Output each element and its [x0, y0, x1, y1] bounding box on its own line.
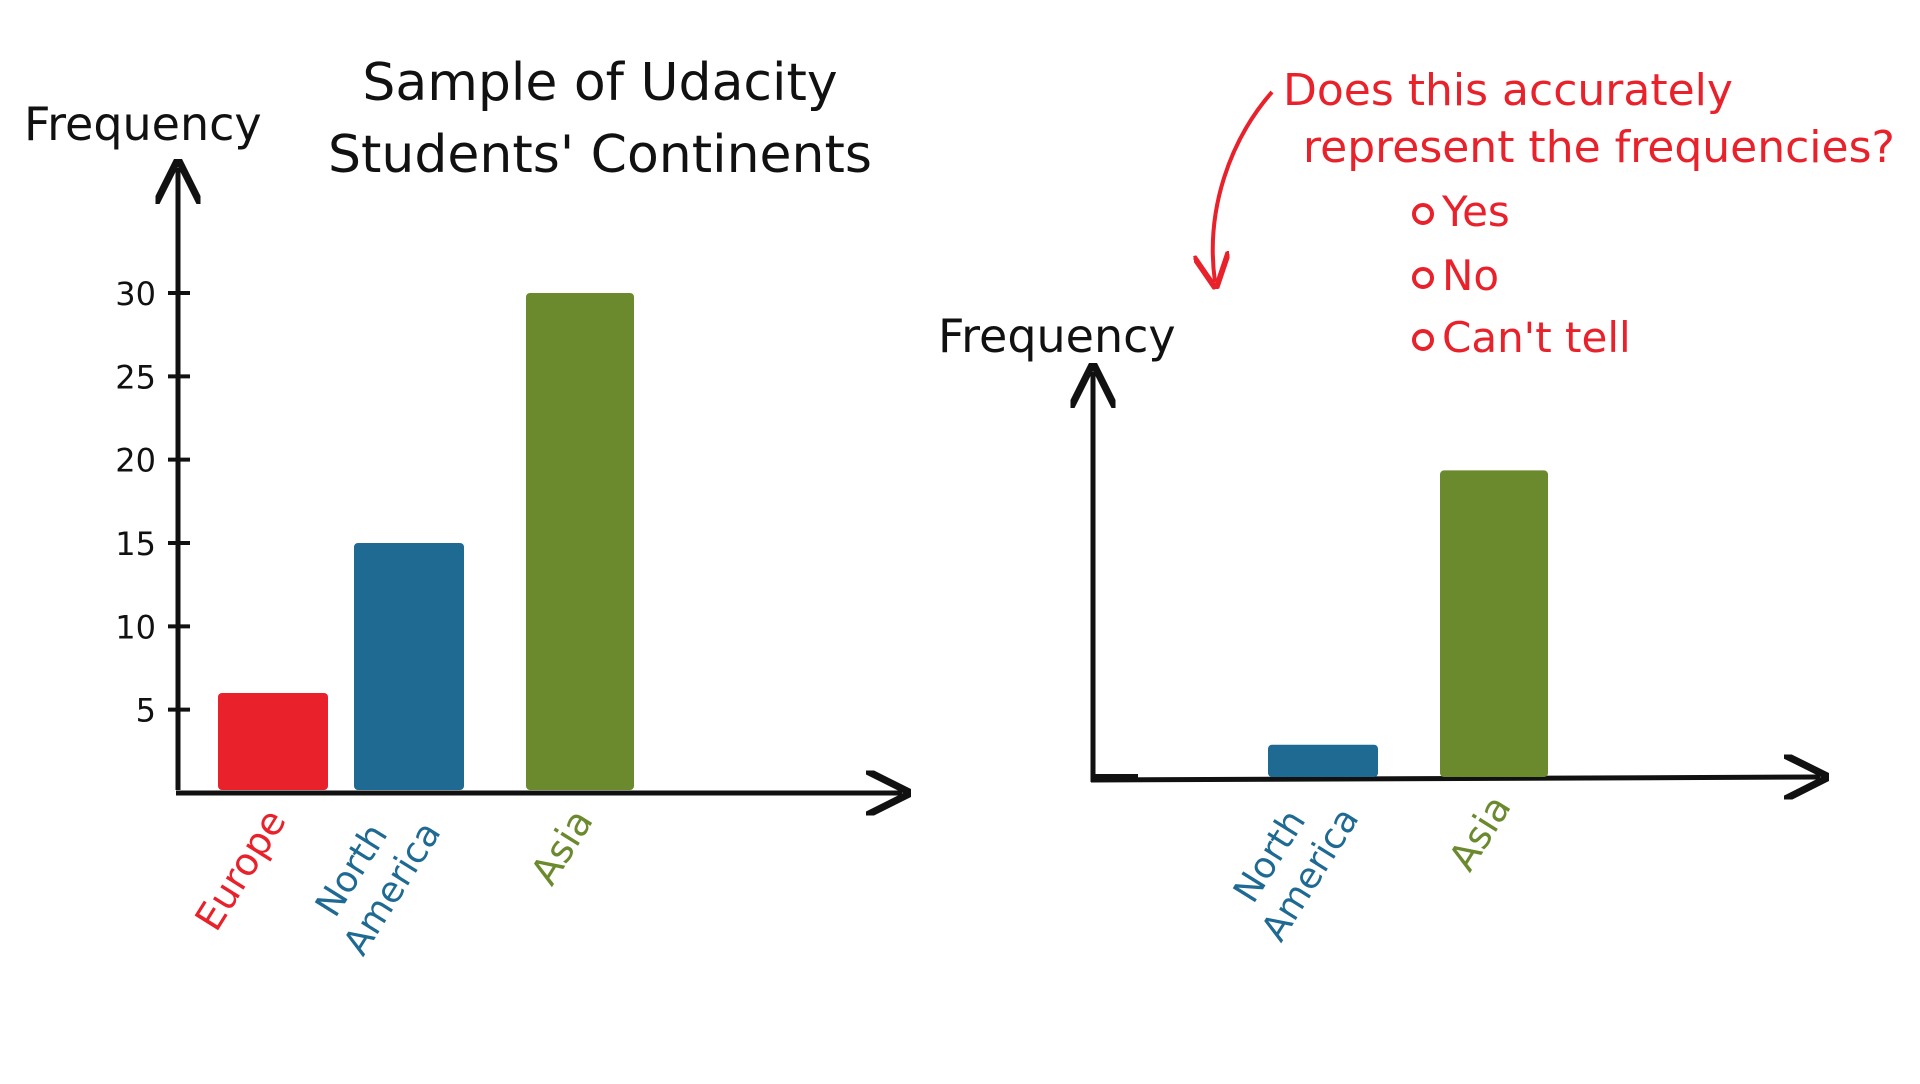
chart-left-y-tick-label: 30 [115, 275, 156, 313]
chart-left-y-tick-label: 5 [136, 692, 156, 730]
option-label: Can't tell [1442, 313, 1631, 362]
chart-left-bar-europe [218, 693, 328, 790]
chart-right-bar-north-america [1268, 744, 1378, 777]
chart-left-bar-north-america [354, 543, 464, 790]
chart-left-y-tick-label: 15 [115, 525, 156, 563]
chart-left-title-line-2: Students' Continents [328, 125, 872, 185]
chart-left-y-tick-label: 25 [115, 358, 156, 396]
chart-left-y-tick-label: 20 [115, 442, 156, 480]
question-text-line-2: represent the frequencies? [1303, 122, 1895, 173]
option-radio-icon [1412, 203, 1434, 225]
chart-right-y-axis-label: Frequency [938, 309, 1176, 363]
chart-left-x-label-group: Asia [522, 801, 602, 892]
chart-left-title-line-1: Sample of Udacity [362, 53, 837, 113]
chart-left-bars [218, 293, 634, 790]
chart-left-bar-asia [526, 293, 634, 790]
chart-right-bar-asia [1440, 470, 1548, 777]
chart-left-x-label: Asia [522, 801, 602, 892]
chart-left-x-label-group: Europe [186, 801, 294, 938]
chart-left-x-label: Europe [186, 801, 294, 938]
option-label: No [1442, 251, 1499, 300]
chart-right-x-label-group: Asia [1440, 787, 1520, 878]
question-text-line-1: Does this accurately [1283, 65, 1733, 116]
question-options: Yes No Can't tell [1412, 187, 1631, 362]
chart-right-bars [1268, 470, 1548, 777]
chart-left-y-tick-label: 10 [115, 608, 156, 646]
chart-left: Sample of Udacity Students' Continents F… [24, 53, 902, 962]
option-label: Yes [1441, 187, 1510, 236]
chart-left-y-axis-label: Frequency [24, 97, 262, 151]
question-arrow [1213, 90, 1274, 282]
option-radio-icon [1412, 329, 1434, 351]
chart-right-x-axis [1090, 777, 1820, 780]
question-annotation: Does this accurately represent the frequ… [1213, 65, 1895, 362]
chart-left-ticks: 5 10 15 20 25 30 [115, 275, 190, 730]
chart-right-x-label: Asia [1440, 787, 1520, 878]
option-radio-icon [1412, 267, 1434, 289]
